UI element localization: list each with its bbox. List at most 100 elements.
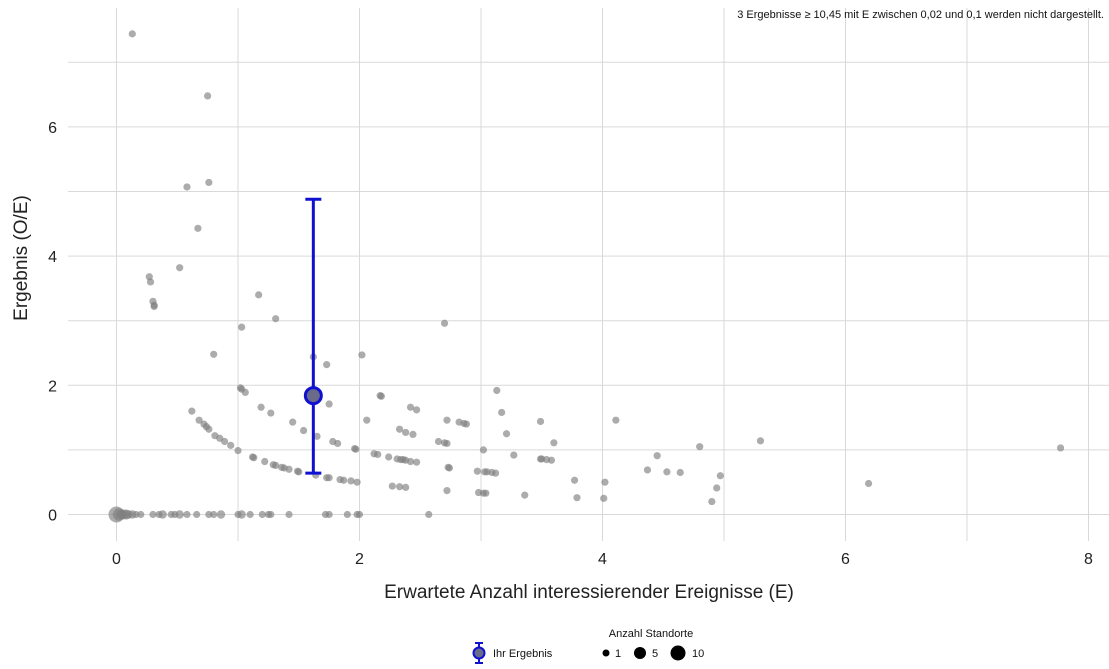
data-point [261,457,269,466]
data-point [440,319,449,327]
data-point [193,510,201,519]
legend-size-label-1: 1 [615,648,621,660]
legend: Ihr Ergebnis Anzahl Standorte 1 5 10 [472,628,704,664]
data-point [353,478,361,486]
data-point [482,489,490,497]
data-point [289,418,297,426]
data-point [210,510,218,519]
legend-size-dot-10 [670,645,686,661]
x-tick-label: 4 [598,551,607,568]
data-point [413,458,421,466]
data-point [334,439,342,448]
data-point [462,420,471,428]
x-tick-label: 2 [355,551,364,568]
data-point [1056,444,1065,452]
data-point [355,510,364,519]
data-point [246,510,254,519]
data-point [377,392,385,400]
data-points [108,30,1065,523]
data-point [443,486,451,495]
data-point [402,483,410,491]
data-point [536,417,545,426]
data-point [550,439,558,447]
data-point [250,454,258,462]
y-tick-label: 2 [48,378,57,395]
x-tick-label: 0 [112,551,121,568]
data-point [210,350,218,358]
data-point [183,183,191,191]
data-point [374,450,382,459]
data-point [323,361,331,369]
data-point [570,476,579,484]
data-point [521,491,529,499]
y-tick-label: 0 [48,508,57,525]
data-point [221,437,229,446]
data-point [325,474,333,482]
data-point [756,437,765,445]
legend-highlight-label: Ihr Ergebnis [493,648,553,660]
data-point [255,291,263,299]
data-point [188,407,196,415]
data-point [238,323,246,331]
data-point [653,452,661,460]
data-point [473,467,481,475]
data-point [510,451,518,459]
data-point [713,484,721,492]
data-point [313,432,321,440]
y-tick-label: 4 [48,249,57,266]
data-point [347,477,355,485]
data-point [402,428,410,437]
data-point [234,446,242,455]
chart-note: 3 Ergebnisse ≥ 10,45 mit E zwischen 0,02… [737,9,1104,21]
data-point [295,468,303,476]
data-point [340,476,348,484]
data-point [150,302,158,311]
data-point [502,430,511,438]
x-axis: 0 2 4 6 8 [112,551,1093,568]
data-point [434,437,443,446]
data-point [205,425,213,433]
data-point [146,278,155,286]
data-point [708,497,716,506]
data-point [358,351,366,359]
legend-size-label-5: 5 [652,648,658,660]
data-point [195,416,203,424]
y-axis-title: Ergebnis (O/E) [11,195,32,321]
legend-size-label-10: 10 [692,648,704,660]
data-point [325,400,333,408]
data-point [573,494,581,502]
data-point [258,510,266,519]
data-point [406,457,415,466]
data-point [237,510,246,519]
data-point [388,482,396,490]
data-point [267,510,275,519]
data-point [443,439,451,448]
legend-size-title: Anzahl Standorte [609,628,693,640]
data-point [137,510,145,519]
x-tick-label: 8 [1084,551,1093,568]
data-point [343,510,351,519]
highlight-result [303,197,323,475]
data-point [409,430,417,438]
data-point [300,426,308,435]
data-point [194,224,202,232]
legend-size-dot-1 [602,649,610,657]
data-point [128,30,136,38]
data-point [272,461,280,470]
data-point [493,386,501,395]
data-point [285,465,293,473]
y-axis: 0 2 4 6 [48,120,57,525]
legend-size-dot-5 [634,647,646,659]
data-point [864,479,873,488]
data-point [395,425,404,433]
x-tick-label: 6 [841,551,850,568]
data-point [716,472,724,480]
data-point [325,510,333,519]
legend-highlight-symbol [472,642,486,664]
data-point [425,510,433,519]
data-point [676,468,684,477]
data-point [241,388,249,397]
data-point [612,416,620,424]
data-point [600,494,608,502]
data-point [352,445,360,453]
